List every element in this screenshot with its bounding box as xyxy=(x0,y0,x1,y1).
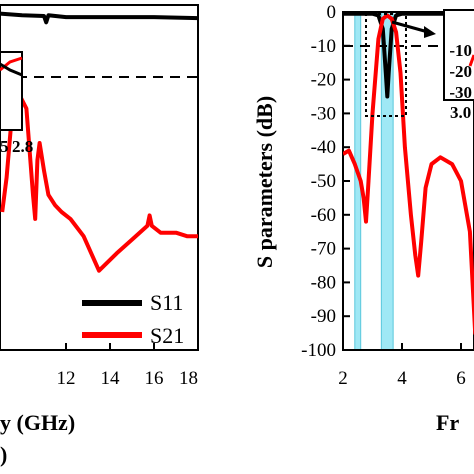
left-caption-paren: ) xyxy=(0,442,7,467)
legend-label-s21: S21 xyxy=(150,323,184,348)
right-y-tick-label: -80 xyxy=(311,272,336,293)
left-x-tick-label: 18 xyxy=(179,368,198,389)
left-x-axis-title: y (GHz) xyxy=(0,410,75,435)
right-x-axis-title: Fr xyxy=(436,410,459,435)
left-inset-frame xyxy=(0,51,23,131)
left-inset-s11 xyxy=(0,62,23,77)
right-y-tick-label: -60 xyxy=(311,205,336,226)
right-inset-frame xyxy=(443,9,474,101)
right-y-tick-label: -50 xyxy=(311,171,336,192)
legend-label-s11: S11 xyxy=(150,290,183,315)
left-x-tick-label: 16 xyxy=(145,368,164,389)
right-y-tick-label: -40 xyxy=(311,137,336,158)
left-inset: 5 2.8 xyxy=(0,51,33,156)
zoom-arrow xyxy=(391,20,436,38)
left-series-line-s21 xyxy=(0,89,198,273)
right-inset-ytick-2: -20 xyxy=(449,62,472,81)
left-legend: S11 S21 xyxy=(82,290,184,348)
left-series-line-s11 xyxy=(0,11,199,25)
left-x-tick-label: 14 xyxy=(101,368,121,389)
right-inset-s21 xyxy=(468,54,474,67)
left-inset-tick-1: 2.8 xyxy=(12,137,33,156)
left-inset-tick-0: 5 xyxy=(0,137,9,156)
right-inset: -10 -20 -30 3.0 xyxy=(443,9,474,122)
left-x-tick-label: 12 xyxy=(57,368,76,389)
right-inset-xtick: 3.0 xyxy=(450,103,471,122)
zoom-region-box xyxy=(365,13,407,117)
right-y-tick-label: -70 xyxy=(311,239,336,260)
right-y-tick-label: -30 xyxy=(311,103,336,124)
right-inset-ytick-1: -10 xyxy=(449,41,472,60)
right-y-tick-label: -20 xyxy=(311,70,336,91)
right-inset-ytick-3: -30 xyxy=(449,83,472,102)
left-x-ticks: 12 14 16 18 xyxy=(57,343,199,389)
right-x-tick-label: 2 xyxy=(338,368,348,389)
left-series-group xyxy=(0,11,199,273)
left-panel: 5 2.8 12 14 16 18 S11 S21 y (GHz) ) xyxy=(0,4,199,467)
right-y-axis-title: S parameters (dB) xyxy=(252,96,277,268)
right-panel: -10 -20 -30 3.0 0 -10 -20 -30 -40 -50 -60 -70 -8… xyxy=(252,2,474,435)
right-y-ticks: 0 -10 -20 -30 -40 -50 -60 -70 -80 -90 -100 xyxy=(301,2,350,361)
right-y-tick-label: -10 xyxy=(311,36,336,57)
right-x-ticks: 2 4 6 xyxy=(338,343,466,389)
right-y-tick-label: -100 xyxy=(301,340,336,361)
right-x-tick-label: 4 xyxy=(397,368,407,389)
left-plot-frame xyxy=(0,4,199,351)
right-y-tick-label: -90 xyxy=(311,306,336,327)
right-y-tick-label: 0 xyxy=(327,2,337,23)
right-x-tick-label: 6 xyxy=(456,368,466,389)
right-series-line-1 xyxy=(343,13,474,335)
